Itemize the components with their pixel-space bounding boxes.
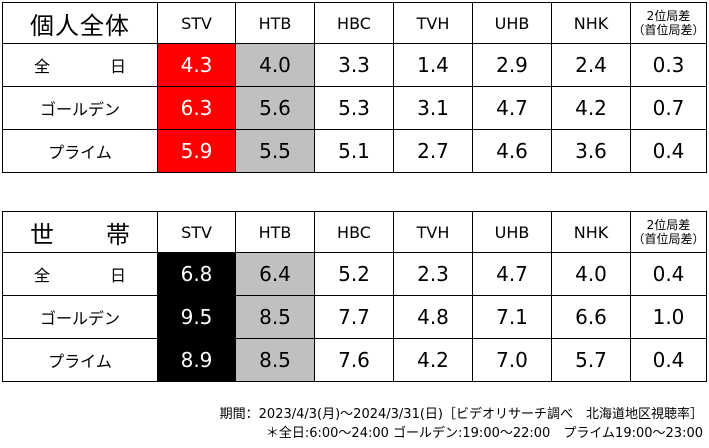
rating-value: 6.6 [551,295,631,339]
rating-value: 1.4 [393,43,473,87]
rating-value: 5.3 [314,86,394,130]
rating-value: 7.1 [472,295,552,339]
rating-value: 4.2 [393,338,473,382]
station-header-htb: HTB [235,2,315,44]
rating-value: 3.3 [314,43,394,87]
ratings-table-individual: 個人全体 STV HTB HBC TVH UHB NHK 2位局差 （首位局差） … [2,2,707,173]
table-title: 世 帯 [2,211,158,253]
station-header-stv: STV [157,2,236,44]
station-header-htb: HTB [235,211,315,253]
rating-value: 3.6 [551,129,631,173]
table-row: ゴールデン 9.5 8.5 7.7 4.8 7.1 6.6 1.0 [2,295,707,339]
rating-value-second: 5.6 [235,86,315,130]
table-row: プライム 5.9 5.5 5.1 2.7 4.6 3.6 0.4 [2,129,707,173]
row-label: ゴールデン [2,295,158,339]
row-label: 全 日 [2,252,158,296]
rating-value-second: 8.5 [235,295,315,339]
rating-value: 4.2 [551,86,631,130]
rating-value-first: 6.3 [157,86,236,130]
station-header-nhk: NHK [551,211,631,253]
rating-value-first: 4.3 [157,43,236,87]
table-row: 全 日 4.3 4.0 3.3 1.4 2.9 2.4 0.3 [2,43,707,87]
table-row: ゴールデン 6.3 5.6 5.3 3.1 4.7 4.2 0.7 [2,86,707,130]
table-header-row: 個人全体 STV HTB HBC TVH UHB NHK 2位局差 （首位局差） [2,2,707,44]
station-header-tvh: TVH [393,2,473,44]
ratings-table-household: 世 帯 STV HTB HBC TVH UHB NHK 2位局差 （首位局差） 全… [2,211,707,382]
rating-value: 5.1 [314,129,394,173]
station-header-tvh: TVH [393,211,473,253]
rating-value: 7.7 [314,295,394,339]
table-title: 個人全体 [2,2,158,44]
diff-value: 0.3 [630,43,707,87]
rating-value-first: 9.5 [157,295,236,339]
station-header-hbc: HBC [314,211,394,253]
rating-value: 4.7 [472,86,552,130]
rating-value-first: 8.9 [157,338,236,382]
diff-header-line1: 2位局差 [646,218,691,232]
diff-header-line2: （首位局差） [632,23,705,37]
rating-value: 7.6 [314,338,394,382]
station-header-uhb: UHB [472,211,552,253]
rating-value-second: 5.5 [235,129,315,173]
rating-value-first: 5.9 [157,129,236,173]
footnote-time-slots: ＊全日:6:00～24:00 ゴールデン:19:00～22:00 プライム19:… [265,426,703,441]
station-header-stv: STV [157,211,236,253]
rating-value-second: 4.0 [235,43,315,87]
station-header-nhk: NHK [551,2,631,44]
table-header-row: 世 帯 STV HTB HBC TVH UHB NHK 2位局差 （首位局差） [2,211,707,253]
table-row: 全 日 6.8 6.4 5.2 2.3 4.7 4.0 0.4 [2,252,707,296]
rating-value: 5.7 [551,338,631,382]
rating-value-second: 6.4 [235,252,315,296]
diff-value: 0.4 [630,129,707,173]
rating-value: 4.8 [393,295,473,339]
diff-header-line2: （首位局差） [632,232,705,246]
diff-value: 0.4 [630,252,707,296]
footnote-period: 期間：2023/4/3(月)～2024/3/31(日)［ビデオリサーチ調べ 北海… [219,407,703,422]
rating-value: 2.3 [393,252,473,296]
rating-value: 2.9 [472,43,552,87]
station-header-uhb: UHB [472,2,552,44]
rating-value: 2.7 [393,129,473,173]
rating-value: 2.4 [551,43,631,87]
rating-value: 4.7 [472,252,552,296]
table-row: プライム 8.9 8.5 7.6 4.2 7.0 5.7 0.4 [2,338,707,382]
row-label: プライム [2,338,158,382]
diff-value: 0.7 [630,86,707,130]
rating-value: 7.0 [472,338,552,382]
rating-value: 5.2 [314,252,394,296]
row-label: 全 日 [2,43,158,87]
diff-header-line1: 2位局差 [646,9,691,23]
station-header-hbc: HBC [314,2,394,44]
rating-value-second: 8.5 [235,338,315,382]
rating-value: 3.1 [393,86,473,130]
row-label: ゴールデン [2,86,158,130]
diff-header: 2位局差 （首位局差） [630,2,707,44]
rating-value-first: 6.8 [157,252,236,296]
row-label: プライム [2,129,158,173]
diff-value: 1.0 [630,295,707,339]
diff-header: 2位局差 （首位局差） [630,211,707,253]
rating-value: 4.6 [472,129,552,173]
diff-value: 0.4 [630,338,707,382]
rating-value: 4.0 [551,252,631,296]
